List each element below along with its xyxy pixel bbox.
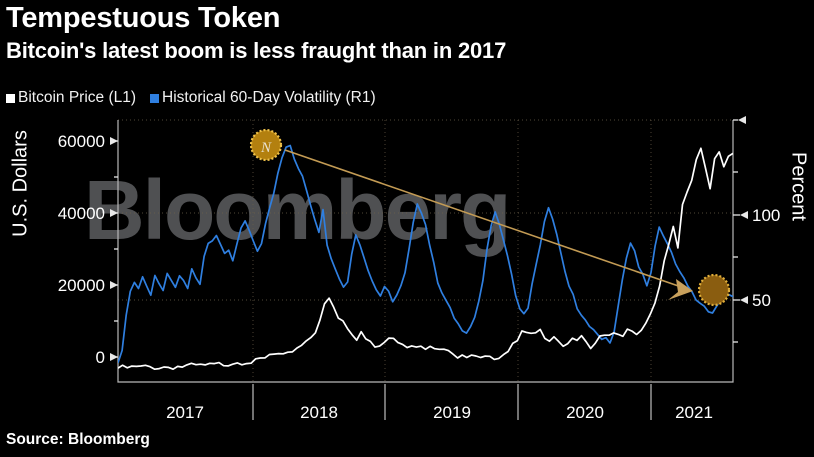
legend-item-bitcoin-price[interactable]: Bitcoin Price (L1) bbox=[6, 90, 136, 106]
x-tick-2021: 2021 bbox=[675, 403, 713, 422]
right-axis-ticks bbox=[733, 119, 740, 343]
legend-swatch-bitcoin-price bbox=[6, 94, 15, 104]
plot-border bbox=[117, 120, 734, 383]
page-title: Tempestuous Token bbox=[6, 2, 281, 34]
annotation-marker-label: N bbox=[260, 140, 272, 156]
x-tick-2018: 2018 bbox=[300, 403, 338, 422]
series-line-volatility bbox=[118, 144, 733, 364]
left-tick-0: 0 bbox=[96, 348, 105, 367]
legend-item-volatility[interactable]: Historical 60-Day Volatility (R1) bbox=[150, 90, 376, 106]
xaxis-tick-labels: 2017 2018 2019 2020 2021 bbox=[166, 403, 713, 422]
x-tick-2020: 2020 bbox=[566, 403, 604, 422]
left-tick-20000: 20000 bbox=[58, 276, 105, 295]
xaxis-year-separators bbox=[252, 384, 652, 420]
legend-label-volatility: Historical 60-Day Volatility (R1) bbox=[162, 89, 376, 106]
legend-swatch-volatility bbox=[150, 94, 160, 104]
left-tick-60000: 60000 bbox=[58, 132, 105, 151]
series-line-bitcoin-price bbox=[118, 147, 733, 371]
right-tick-100: 100 bbox=[752, 206, 780, 225]
right-axis-tick-arrows bbox=[738, 116, 748, 304]
annotation-marker-2017-peak[interactable]: N bbox=[249, 128, 283, 162]
gridlines-horizontal bbox=[118, 119, 733, 301]
left-tick-40000: 40000 bbox=[58, 204, 105, 223]
chart-legend: Bitcoin Price (L1) Historical 60-Day Vol… bbox=[6, 90, 376, 106]
left-axis-tick-arrows bbox=[110, 137, 118, 361]
left-axis-tick-labels: 60000 40000 20000 0 bbox=[58, 132, 105, 367]
legend-label-bitcoin-price: Bitcoin Price (L1) bbox=[18, 89, 137, 106]
x-tick-2017: 2017 bbox=[166, 403, 204, 422]
annotation-marker-2021-level[interactable] bbox=[697, 273, 731, 307]
left-axis-ticks bbox=[112, 140, 118, 358]
source-credit: Source: Bloomberg bbox=[6, 431, 150, 448]
page-subtitle: Bitcoin's latest boom is less fraught th… bbox=[6, 38, 507, 63]
bloomberg-watermark: Bloomberg bbox=[84, 163, 511, 257]
right-axis-tick-labels: 100 50 bbox=[752, 206, 780, 310]
x-tick-2019: 2019 bbox=[433, 403, 471, 422]
annotation-arrow bbox=[284, 149, 693, 300]
right-tick-50: 50 bbox=[752, 291, 771, 310]
